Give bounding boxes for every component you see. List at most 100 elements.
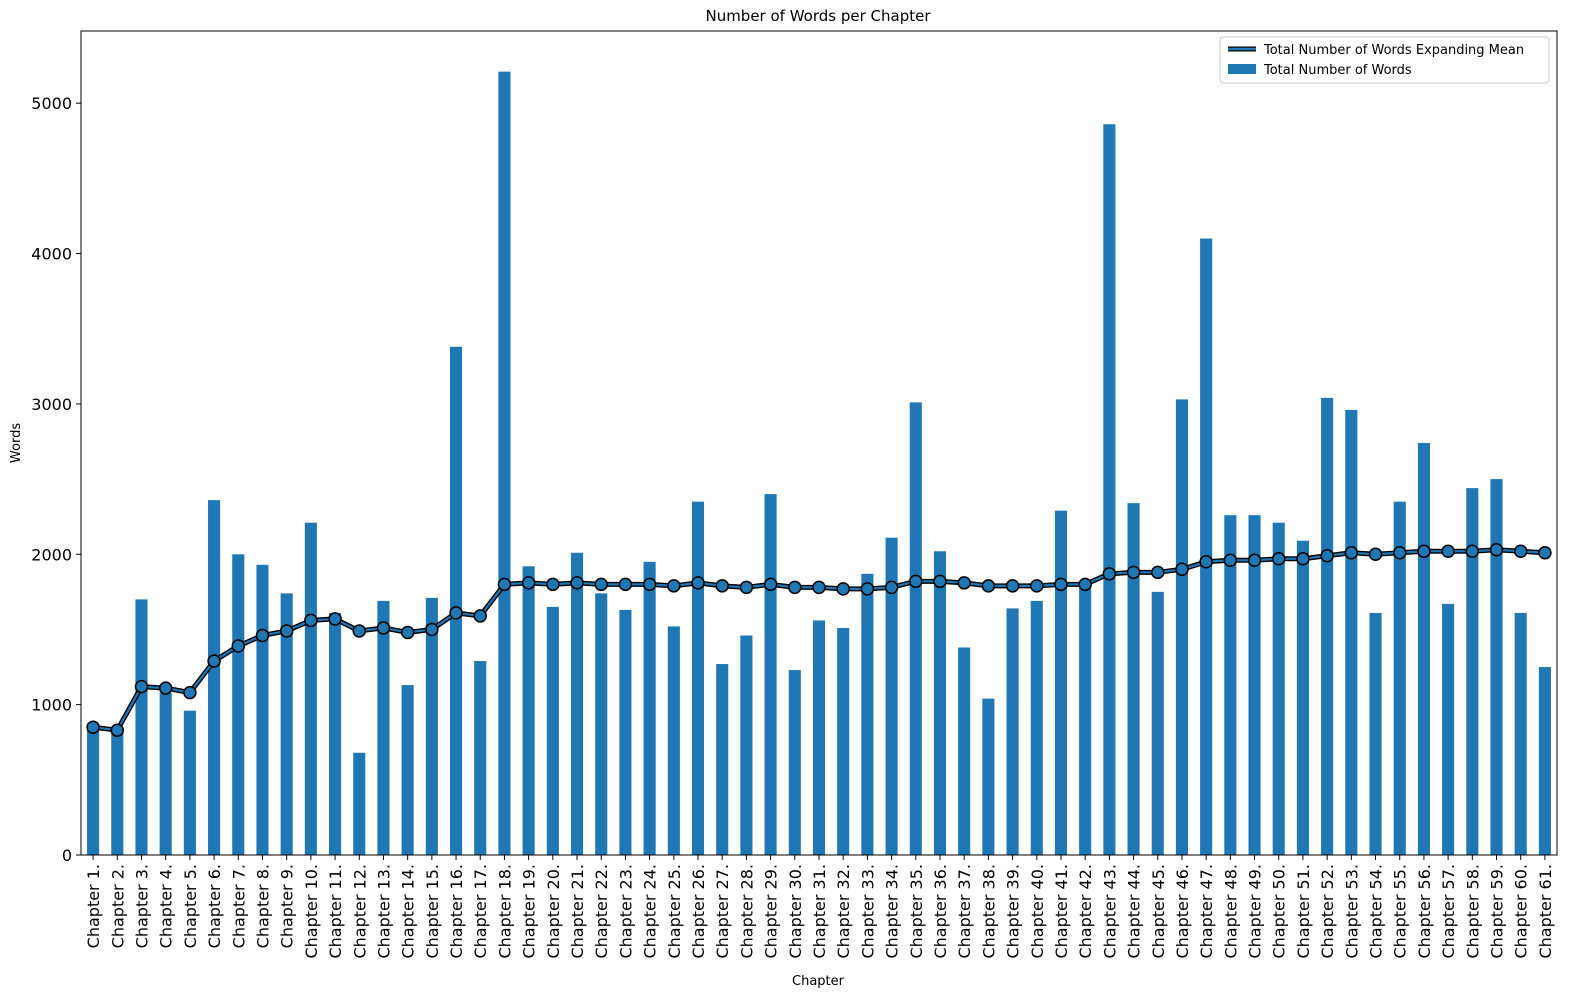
x-tick-label: Chapter 17. (471, 864, 490, 959)
x-tick-label: Chapter 1. (84, 864, 103, 948)
x-tick-label: Chapter 38. (979, 864, 998, 959)
mean-point (763, 577, 778, 592)
mean-point (836, 582, 850, 596)
bar (1393, 501, 1406, 855)
x-tick-label: Chapter 46. (1173, 864, 1192, 959)
mean-point (1005, 579, 1020, 593)
x-tick-label: Chapter 53. (1342, 864, 1361, 959)
bar (1200, 238, 1213, 855)
x-tick-label: Chapter 34. (883, 864, 902, 959)
x-tick-label: Chapter 27. (713, 864, 732, 959)
mean-point (1513, 544, 1528, 559)
mean-point (642, 577, 657, 592)
chart-title: Number of Words per Chapter (705, 7, 931, 25)
x-tick-label: Chapter 10. (302, 864, 321, 959)
x-tick-label: Chapter 18. (495, 864, 514, 959)
mean-point (715, 579, 729, 593)
mean-point (521, 576, 536, 590)
x-axis: Chapter 1. Chapter 2. Chapter 3. Chapter 4.… (84, 855, 1555, 959)
x-tick-label: Chapter 29. (762, 864, 781, 959)
mean-point (739, 580, 754, 595)
x-tick-label: Chapter 22. (592, 864, 611, 959)
bar (958, 647, 971, 855)
y-tick-label: 0 (62, 846, 72, 865)
mean-point (884, 580, 899, 595)
x-tick-label: Chapter 9. (278, 864, 297, 948)
x-tick-label: Chapter 36. (931, 864, 950, 959)
bar (135, 599, 148, 855)
mean-point (376, 621, 391, 635)
mean-point (909, 574, 923, 589)
mean-point (1247, 553, 1262, 568)
bar (788, 670, 801, 855)
x-tick-label: Chapter 2. (108, 864, 127, 948)
bar (1272, 522, 1285, 855)
x-tick-label: Chapter 58. (1463, 864, 1482, 959)
mean-point (860, 582, 875, 596)
bar (619, 609, 632, 855)
bar (570, 552, 584, 855)
mean-point (183, 685, 197, 700)
x-tick-label: Chapter 21. (568, 864, 587, 959)
bar (111, 733, 124, 855)
x-tick-label: Chapter 57. (1439, 864, 1458, 959)
mean-point (207, 654, 221, 668)
bar (159, 692, 172, 855)
y-tick-label: 5000 (31, 94, 72, 113)
mean-point (1465, 544, 1480, 559)
bar (740, 635, 753, 855)
legend-bar-swatch (1228, 64, 1256, 74)
bar (401, 685, 414, 855)
mean-point (1320, 549, 1334, 563)
bar (1490, 479, 1503, 855)
x-tick-label: Chapter 52. (1318, 864, 1337, 959)
mean-point (425, 622, 439, 637)
mean-point (957, 576, 971, 590)
bar (1466, 488, 1479, 855)
mean-point (1078, 577, 1092, 592)
bar (1054, 510, 1068, 855)
y-tick-label: 1000 (31, 696, 72, 715)
legend-label-line: Total Number of Words Expanding Mean (1263, 43, 1524, 58)
x-tick-label: Chapter 39. (1004, 864, 1023, 959)
mean-point (1417, 544, 1431, 559)
x-tick-label: Chapter 60. (1512, 864, 1531, 959)
bar (1538, 667, 1551, 855)
mean-point (497, 577, 512, 592)
bar (304, 522, 317, 855)
x-tick-label: Chapter 44. (1125, 864, 1144, 959)
mean-point (255, 628, 270, 643)
x-tick-label: Chapter 6. (205, 864, 224, 948)
mean-point (1441, 544, 1455, 559)
bar (183, 710, 196, 855)
bar (885, 537, 898, 855)
x-tick-label: Chapter 30. (786, 864, 805, 959)
mean-point (231, 639, 246, 653)
x-tick-label: Chapter 35. (907, 864, 926, 959)
x-tick-label: Chapter 16. (447, 864, 466, 959)
x-tick-label: Chapter 32. (834, 864, 853, 959)
mean-point (1175, 562, 1189, 577)
mean-point (1489, 543, 1504, 557)
legend-frame (1219, 36, 1550, 84)
mean-point (1199, 555, 1213, 569)
bar (1248, 515, 1261, 855)
mean-point (1126, 565, 1141, 580)
mean-point (618, 577, 633, 592)
bar (87, 727, 100, 855)
x-tick-label: Chapter 43. (1100, 864, 1119, 959)
x-axis-label: Chapter (792, 974, 845, 989)
mean-point (691, 576, 705, 590)
mean-point (304, 613, 318, 628)
mean-point (86, 720, 100, 734)
bar (353, 752, 366, 855)
x-tick-label: Chapter 56. (1415, 864, 1434, 959)
bar (1127, 503, 1140, 855)
bar (498, 71, 511, 856)
bar (450, 346, 463, 855)
x-tick-label: Chapter 3. (132, 864, 151, 948)
mean-point (134, 679, 149, 694)
mean-point (1151, 565, 1165, 580)
mean-point (328, 612, 342, 626)
x-tick-label: Chapter 4. (157, 864, 176, 948)
